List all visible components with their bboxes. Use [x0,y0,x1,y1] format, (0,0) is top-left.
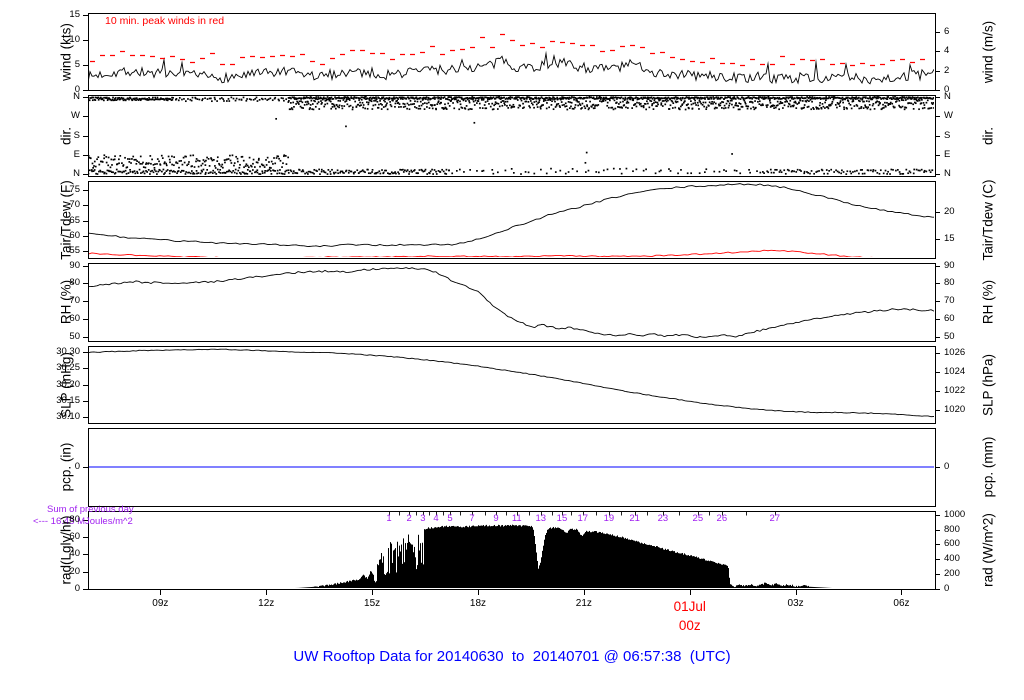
rad-milestone-label-12: 21 [629,513,640,524]
x-tick-label-1: 12z [258,598,275,609]
rad-milestone-label-7: 11 [511,513,522,524]
y-tick-label-left-wind-3: 15 [69,9,80,21]
y-tick-label-left-tair-0: 55 [69,245,80,257]
y-tick-label-left-rh-0: 50 [69,330,80,342]
y-tick-label-left-tair-4: 75 [69,184,80,196]
y-tick-label-right-dir-1: E [944,148,951,160]
y-tick-label-right-dir-0: N [944,167,951,179]
y-tick-label-right-rad-5: 1000 [944,508,966,520]
y-tick-label-left-rad-3: 60 [69,531,80,543]
y-tick-label-right-wind-1: 2 [944,64,950,76]
y-tick-label-right-slp-1: 1022 [944,384,966,396]
axis-label-left-wind: wind (kts) [58,22,74,81]
y-tick-label-left-tair-1: 60 [69,230,80,241]
x-tick-hour-label: 00z [678,618,701,633]
rad-milestone-label-6: 9 [493,513,499,524]
y-tick-label-right-wind-0: 0 [944,84,950,95]
y-tick-label-right-wind-3: 6 [944,26,950,38]
y-tick-label-right-pcp-0: 0 [944,461,950,472]
y-tick-label-right-rad-3: 600 [944,538,960,550]
y-tick-label-right-dir-3: W [944,110,953,122]
rad-milestone-label-2: 3 [420,513,426,524]
y-tick-label-left-rad-2: 40 [69,548,80,560]
rad-milestone-label-13: 23 [657,513,669,524]
y-tick-label-right-slp-3: 1026 [944,347,966,359]
y-tick-label-right-rh-0: 50 [944,330,955,342]
x-tick-label-7: 06z [893,598,910,609]
y-tick-label-left-slp-4: 30.30 [56,346,80,358]
y-tick-label-left-rad-0: 0 [74,583,80,594]
y-tick-label-left-dir-0: N [73,167,80,179]
y-tick-label-left-rh-4: 90 [69,259,80,271]
axis-label-right-tair: Tair/Tdew (C) [980,178,996,261]
y-tick-label-right-tair-1: 20 [944,205,955,217]
y-tick-label-left-wind-2: 10 [69,34,80,46]
rad-milestone-label-8: 13 [535,513,547,524]
y-tick-label-left-slp-3: 30.25 [56,362,80,374]
y-tick-label-right-rh-1: 60 [944,312,955,324]
y-tick-label-left-dir-4: N [73,91,80,103]
x-tick-label-0: 09z [152,598,169,609]
y-tick-label-left-rad-4: 80 [69,513,80,525]
x-tick-label-6: 03z [787,598,804,609]
radiation-sum-note-line2: <--- 16.45 MJoules/m^2 [33,516,133,527]
peak-winds-note: 10 min. peak winds in red [105,15,225,27]
rad-milestone-label-4: 5 [447,513,453,524]
y-tick-label-right-dir-2: S [944,129,951,141]
rad-milestone-label-9: 15 [556,513,568,524]
y-tick-label-left-rh-1: 60 [69,312,80,324]
rad-milestone-label-11: 19 [603,513,615,524]
y-tick-label-right-tair-0: 15 [944,233,955,245]
y-tick-label-left-rh-2: 70 [69,295,80,307]
y-tick-label-right-rh-2: 70 [944,295,955,307]
y-tick-label-left-tair-2: 65 [69,214,80,226]
y-tick-label-left-slp-1: 30.15 [56,394,80,406]
rad-milestone-label-1: 2 [406,513,412,524]
y-tick-label-right-rh-3: 80 [944,277,955,289]
y-tick-label-left-wind-0: 0 [74,84,80,95]
y-tick-label-right-rad-0: 0 [944,583,950,594]
y-tick-label-left-dir-2: S [73,129,80,141]
y-tick-label-right-rad-1: 200 [944,568,960,580]
y-tick-label-left-slp-0: 30.10 [56,410,80,422]
y-tick-label-right-slp-0: 1020 [944,403,966,415]
y-tick-label-right-rad-4: 800 [944,523,960,535]
rad-milestone-label-15: 26 [716,513,728,524]
rad-milestone-label-5: 7 [469,513,475,524]
y-tick-label-right-rad-2: 400 [944,553,960,565]
rad-milestone-label-0: 1 [386,513,392,524]
y-tick-label-left-rh-3: 80 [69,277,80,289]
rad-milestone-label-3: 4 [433,513,439,524]
y-tick-label-right-dir-4: N [944,91,951,103]
y-tick-label-left-tair-3: 70 [69,199,80,211]
rad-milestone-label-10: 17 [577,513,589,524]
radiation-sum-note-line1: Sum of previous day [47,504,134,515]
chart-title: UW Rooftop Data for 20140630 to 20140701… [293,648,731,665]
rad-milestone-label-14: 25 [692,513,704,524]
x-tick-label-4: 21z [575,598,592,609]
y-tick-label-left-pcp-0: 0 [74,461,80,472]
y-tick-label-left-slp-2: 30.20 [56,378,80,390]
y-tick-label-right-rh-4: 90 [944,259,955,271]
x-tick-label-3: 18z [469,598,487,609]
y-tick-label-right-wind-2: 4 [944,45,950,57]
x-tick-date-label: 01Jul [673,599,706,614]
y-tick-label-left-wind-1: 5 [74,59,80,71]
y-tick-label-left-dir-3: W [71,110,80,122]
rad-milestone-label-16: 27 [769,513,781,524]
y-tick-label-left-dir-1: E [73,148,80,160]
y-tick-label-left-rad-1: 20 [69,565,80,577]
x-tick-label-2: 15z [364,598,381,609]
y-tick-label-right-slp-2: 1024 [944,365,966,377]
